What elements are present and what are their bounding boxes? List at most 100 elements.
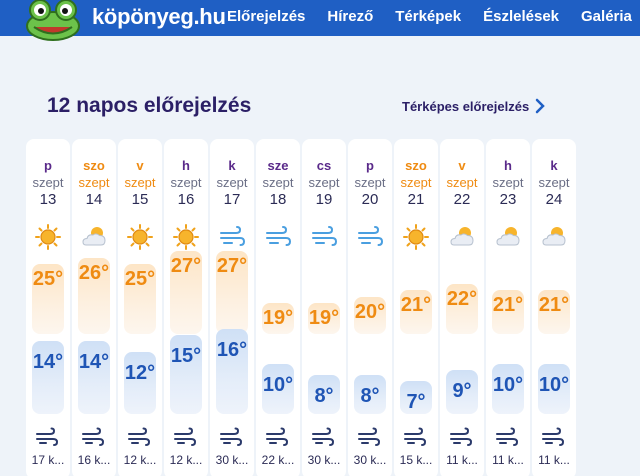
day-date: 19 bbox=[315, 191, 333, 208]
day-name: cs bbox=[316, 158, 332, 173]
low-temp-label: 14° bbox=[78, 350, 110, 373]
low-temp-bar bbox=[170, 334, 202, 414]
high-temp-label: 19° bbox=[262, 307, 294, 329]
high-temp-bar bbox=[124, 264, 156, 334]
day-date: 21 bbox=[407, 191, 425, 208]
low-temp-label: 8° bbox=[314, 385, 334, 408]
high-temp-bar bbox=[308, 303, 340, 334]
map-forecast-link[interactable]: Térképes előrejelzés bbox=[402, 98, 545, 114]
low-temp-bar bbox=[32, 340, 64, 414]
low-temp-label: 10° bbox=[492, 373, 524, 396]
day-name: h bbox=[182, 158, 190, 173]
day-date: 14 bbox=[85, 191, 103, 208]
day-date: 20 bbox=[361, 191, 379, 208]
wind-icon bbox=[495, 427, 521, 447]
wind-icon bbox=[127, 427, 153, 447]
low-temp-bar bbox=[492, 363, 524, 414]
high-temp-label: 21° bbox=[538, 294, 570, 316]
wind-icon bbox=[311, 427, 337, 447]
low-temp-bar bbox=[308, 375, 340, 414]
wind-speed-label: 11 k... bbox=[538, 453, 570, 467]
top-navigation-bar: köpönyeg.hu Előrejelzés Hírező Térképek … bbox=[0, 0, 640, 41]
low-temp-bar bbox=[262, 363, 294, 414]
wind-icon bbox=[357, 427, 383, 447]
high-temp-bar bbox=[32, 264, 64, 334]
forecast-day-column[interactable]: szo szept 14 26° 14° 16 k... bbox=[72, 139, 116, 476]
day-month: szept bbox=[262, 175, 294, 190]
wind-icon bbox=[81, 427, 107, 447]
wind-icon bbox=[173, 427, 199, 447]
high-temp-label: 26° bbox=[78, 261, 110, 284]
low-temp-label: 16° bbox=[216, 339, 248, 361]
nav-item-terkepek[interactable]: Térképek bbox=[395, 8, 462, 25]
forecast-day-column[interactable]: p szept 13 25° 14° 17 k... bbox=[26, 139, 70, 476]
high-temp-bar bbox=[170, 251, 202, 334]
forecast-day-column[interactable]: v szept 15 25° 12° 12 k... bbox=[118, 139, 162, 476]
wind-icon bbox=[356, 223, 384, 251]
low-temp-label: 7° bbox=[406, 391, 426, 414]
chevron-right-icon[interactable] bbox=[535, 98, 545, 114]
day-date: 22 bbox=[453, 191, 471, 208]
high-temp-label: 22° bbox=[446, 287, 478, 310]
day-name: v bbox=[458, 158, 466, 173]
wind-speed-label: 12 k... bbox=[169, 453, 203, 467]
forecast-day-column[interactable]: sze szept 18 19° 10° 22 k... bbox=[256, 139, 300, 476]
high-temp-bar bbox=[354, 296, 386, 334]
day-month: szept bbox=[170, 175, 202, 190]
nav-item-elorejelzes[interactable]: Előrejelzés bbox=[227, 8, 306, 25]
map-forecast-link-label[interactable]: Térképes előrejelzés bbox=[402, 98, 530, 114]
day-name: h bbox=[504, 158, 512, 173]
day-month: szept bbox=[216, 175, 248, 190]
forecast-day-column[interactable]: h szept 16 27° 15° 12 k... bbox=[164, 139, 208, 476]
high-temp-bar bbox=[446, 283, 478, 334]
day-name: v bbox=[136, 158, 144, 173]
day-date: 18 bbox=[269, 191, 287, 208]
day-month: szept bbox=[32, 175, 64, 190]
wind-speed-label: 30 k... bbox=[307, 453, 341, 467]
day-name: szo bbox=[405, 158, 427, 173]
wind-icon bbox=[219, 427, 245, 447]
day-date: 16 bbox=[177, 191, 195, 208]
low-temp-label: 8° bbox=[360, 385, 380, 408]
high-temp-label: 27° bbox=[216, 255, 248, 277]
low-temp-label: 9° bbox=[452, 379, 472, 402]
day-date: 24 bbox=[545, 191, 563, 208]
forecast-days-strip: p szept 13 25° 14° 17 k... szo szept 14 26° 14° 16 … bbox=[26, 139, 576, 476]
day-name: k bbox=[550, 158, 558, 173]
day-date: 13 bbox=[39, 191, 57, 208]
nav-item-hirezo[interactable]: Hírező bbox=[327, 8, 374, 25]
day-month: szept bbox=[124, 175, 156, 190]
wind-icon bbox=[218, 223, 246, 251]
partly-cloudy-icon bbox=[540, 223, 568, 251]
day-name: p bbox=[44, 158, 52, 173]
sun-icon bbox=[172, 223, 200, 251]
frog-logo-icon[interactable] bbox=[22, 0, 84, 42]
forecast-day-column[interactable]: v szept 22 22° 9° 11 k... bbox=[440, 139, 484, 476]
forecast-day-column[interactable]: h szept 23 21° 10° 11 k... bbox=[486, 139, 530, 476]
forecast-day-column[interactable]: k szept 24 21° 10° 11 k... bbox=[532, 139, 576, 476]
site-logo-text[interactable]: köpönyeg.hu bbox=[92, 4, 226, 29]
forecast-day-column[interactable]: cs szept 19 19° 8° 30 k... bbox=[302, 139, 346, 476]
sun-icon bbox=[402, 223, 430, 251]
low-temp-label: 15° bbox=[170, 344, 202, 367]
wind-speed-label: 15 k... bbox=[399, 453, 433, 467]
day-month: szept bbox=[354, 175, 386, 190]
high-temp-bar bbox=[492, 290, 524, 334]
nav-item-galeria[interactable]: Galéria bbox=[581, 8, 632, 25]
day-month: szept bbox=[492, 175, 524, 190]
low-temp-bar bbox=[216, 329, 248, 414]
day-month: szept bbox=[446, 175, 478, 190]
day-date: 17 bbox=[223, 191, 241, 208]
day-name: sze bbox=[267, 158, 289, 173]
high-temp-bar bbox=[78, 257, 110, 334]
wind-icon bbox=[541, 427, 567, 447]
high-temp-label: 25° bbox=[124, 268, 156, 290]
nav-item-eszlelesek[interactable]: Észlelések bbox=[483, 8, 560, 25]
main-nav: Előrejelzés Hírező Térképek Észlelések G… bbox=[227, 8, 632, 25]
forecast-day-column[interactable]: p szept 20 20° 8° 30 k... bbox=[348, 139, 392, 476]
high-temp-label: 19° bbox=[308, 307, 340, 329]
high-temp-bar bbox=[400, 290, 432, 334]
day-month: szept bbox=[78, 175, 110, 190]
forecast-day-column[interactable]: szo szept 21 21° 7° 15 k... bbox=[394, 139, 438, 476]
forecast-day-column[interactable]: k szept 17 27° 16° 30 k... bbox=[210, 139, 254, 476]
